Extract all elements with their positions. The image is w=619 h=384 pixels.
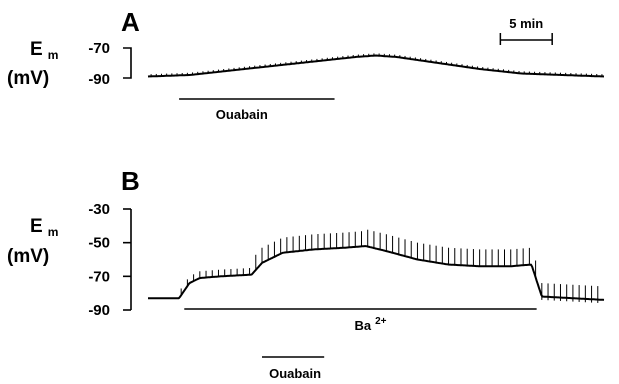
panel-b-ytick-label-1: -50: [88, 235, 110, 252]
panel-a-yunit: (mV): [7, 68, 49, 89]
panel-b-label: B: [121, 166, 140, 196]
panel-b-yunit: (mV): [7, 246, 49, 267]
panel-b-ytick-label-3: -90: [88, 302, 110, 319]
panel-a-yaxis: [123, 47, 132, 79]
panel-a-ouabain-label: Ouabain: [216, 107, 268, 122]
panel-a-label: A: [121, 7, 140, 37]
panel-b-spike-artifacts: [180, 229, 599, 303]
panel-b-ba-label: Ba 2+: [354, 316, 386, 333]
panel-b-trace: [148, 245, 605, 301]
panel-a-ylabel-sub: m: [48, 48, 59, 62]
panel-a-ytick-top: -70: [88, 40, 110, 57]
panel-b-ytick-label-2: -70: [88, 268, 110, 285]
panel-b-ba-label-main: Ba: [354, 318, 371, 333]
panel-b-ba-label-sup: 2+: [375, 316, 387, 327]
panel-b-ylabel-sub: m: [48, 225, 59, 239]
panel-a-ylabel-main: E: [30, 39, 43, 60]
panel-b-yticks: -30 -50 -70 -90: [88, 201, 131, 319]
panel-b-ytick-label-0: -30: [88, 201, 110, 218]
panel-a-spike-artifacts: [150, 53, 603, 77]
panel-a-trace: [147, 54, 605, 78]
panel-b-ouabain-label: Ouabain: [269, 366, 321, 381]
panel-a-ytick-bottom: -90: [88, 71, 110, 88]
panel-b-ylabel-main: E: [30, 216, 43, 237]
panel-a-scale-bar-label: 5 min: [509, 16, 543, 31]
